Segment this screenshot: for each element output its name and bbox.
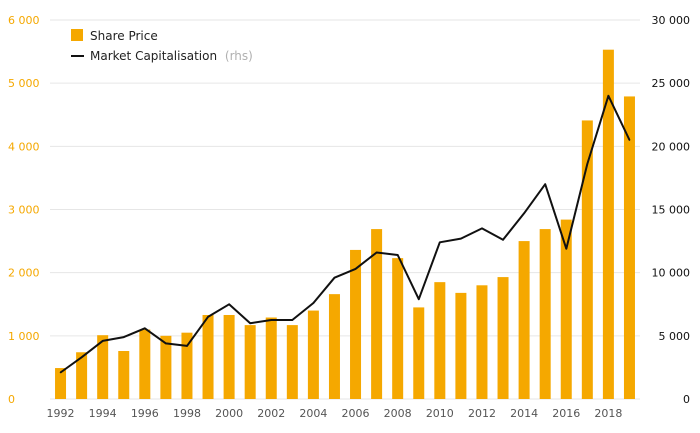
market-cap-point-2003: [291, 319, 294, 321]
share-price-bar-2018: [602, 49, 614, 400]
share-price-bar-2005: [328, 294, 340, 399]
legend-swatch-share-price: [71, 29, 83, 41]
market-cap-point-2010: [439, 241, 441, 244]
left-tick-label: 0: [8, 393, 15, 406]
market-cap-point-1999: [207, 316, 209, 318]
x-tick-label: 2014: [510, 407, 538, 420]
share-price-bar-1999: [202, 314, 214, 399]
right-tick-label: 10 000: [652, 267, 691, 280]
share-price-bar-2012: [476, 285, 488, 399]
share-price-bar-1994: [97, 335, 109, 399]
left-tick-label: 4 000: [8, 140, 40, 153]
market-cap-point-2004: [312, 302, 315, 304]
market-cap-point-1997: [165, 342, 167, 345]
share-price-bar-2010: [434, 282, 446, 399]
share-price-bars: [55, 49, 635, 400]
legend: Share Price Market Capitalisation (rhs): [71, 29, 253, 63]
x-tick-label: 1992: [47, 407, 75, 420]
share-price-bar-2000: [223, 314, 235, 399]
market-cap-point-1995: [122, 336, 125, 338]
market-cap-point-1994: [101, 340, 104, 342]
legend-market-cap-name: Market Capitalisation: [90, 49, 217, 63]
left-tick-label: 2 000: [8, 267, 40, 280]
share-price-bar-1997: [160, 335, 172, 399]
share-price-bar-2015: [539, 229, 551, 399]
market-cap-point-2008: [396, 254, 399, 256]
x-tick-label: 2018: [594, 407, 622, 420]
market-cap-line: [59, 94, 631, 374]
left-axis-ticks: 0 1 000 2 000 3 000 4 000 5 000 6 000: [8, 14, 40, 406]
left-tick-label: 3 000: [8, 204, 40, 217]
market-cap-point-2001: [249, 322, 251, 325]
x-tick-label: 2000: [215, 407, 243, 420]
market-cap-point-2012: [481, 227, 483, 230]
right-tick-label: 0: [683, 393, 690, 406]
right-tick-label: 20 000: [652, 140, 691, 153]
right-tick-label: 5 000: [659, 330, 691, 343]
market-cap-point-2000: [228, 303, 230, 306]
share-price-bar-2006: [350, 249, 362, 399]
market-cap-point-2011: [460, 237, 462, 240]
x-tick-label: 2006: [342, 407, 370, 420]
right-tick-label: 30 000: [652, 14, 691, 27]
share-price-bar-1998: [181, 332, 193, 399]
x-tick-label: 1996: [131, 407, 159, 420]
x-tick-label: 2008: [384, 407, 412, 420]
right-axis-ticks: 0 5 000 10 000 15 000 20 000 25 000 30 000: [652, 14, 691, 406]
legend-label-market-cap: Market Capitalisation (rhs): [90, 49, 253, 63]
gridlines: [50, 19, 640, 400]
share-price-bar-1992: [55, 368, 67, 399]
share-price-bar-2014: [518, 241, 530, 399]
market-cap-point-2002: [270, 319, 273, 321]
market-cap-point-2006: [354, 268, 357, 270]
share-price-bar-2016: [560, 219, 572, 399]
market-cap-point-2009: [417, 298, 420, 300]
x-tick-label: 2012: [468, 407, 496, 420]
market-cap-point-1992: [59, 371, 62, 374]
share-price-bar-2002: [265, 317, 277, 399]
right-tick-label: 15 000: [652, 204, 691, 217]
market-cap-point-2018: [607, 95, 610, 97]
x-tick-label: 2010: [426, 407, 454, 420]
left-tick-label: 6 000: [8, 14, 40, 27]
market-cap-point-1998: [186, 345, 188, 347]
x-tick-label: 2016: [552, 407, 580, 420]
legend-label-share-price: Share Price: [90, 29, 158, 43]
x-tick-label: 2004: [299, 407, 327, 420]
market-cap-point-2013: [502, 239, 504, 241]
share-price-bar-1996: [139, 329, 151, 399]
share-price-bar-2009: [413, 307, 425, 399]
left-tick-label: 5 000: [8, 77, 40, 90]
market-cap-line-group: [59, 94, 631, 374]
share-price-bar-2003: [286, 325, 298, 399]
right-tick-label: 25 000: [652, 77, 691, 90]
x-axis-ticks: 1992 1994 1996 1998 2000 2002 2004 2006 2008 2010…: [47, 407, 623, 420]
market-cap-point-1996: [144, 327, 146, 330]
share-price-bar-2008: [392, 258, 404, 399]
market-cap-point-2019: [628, 139, 631, 141]
share-price-bar-2019: [623, 96, 635, 399]
share-price-bar-1993: [76, 352, 88, 399]
x-tick-label: 1998: [173, 407, 201, 420]
share-price-bar-2007: [371, 229, 383, 399]
market-cap-point-1993: [80, 356, 83, 359]
share-price-bar-2011: [455, 292, 467, 399]
market-cap-point-2005: [333, 276, 336, 279]
share-price-bar-2017: [581, 120, 593, 399]
market-cap-point-2016: [565, 247, 568, 250]
x-tick-label: 2002: [257, 407, 285, 420]
market-cap-point-2007: [375, 251, 378, 254]
legend-market-cap-note: (rhs): [225, 49, 253, 63]
share-price-bar-2004: [307, 310, 319, 399]
market-cap-point-2014: [523, 212, 525, 215]
left-tick-label: 1 000: [8, 330, 40, 343]
share-price-bar-1995: [118, 350, 130, 399]
market-cap-point-2015: [544, 183, 546, 186]
market-cap-point-2017: [586, 163, 589, 165]
share-price-bar-2013: [497, 277, 509, 399]
share-price-bar-2001: [244, 325, 256, 399]
x-tick-label: 1994: [89, 407, 117, 420]
